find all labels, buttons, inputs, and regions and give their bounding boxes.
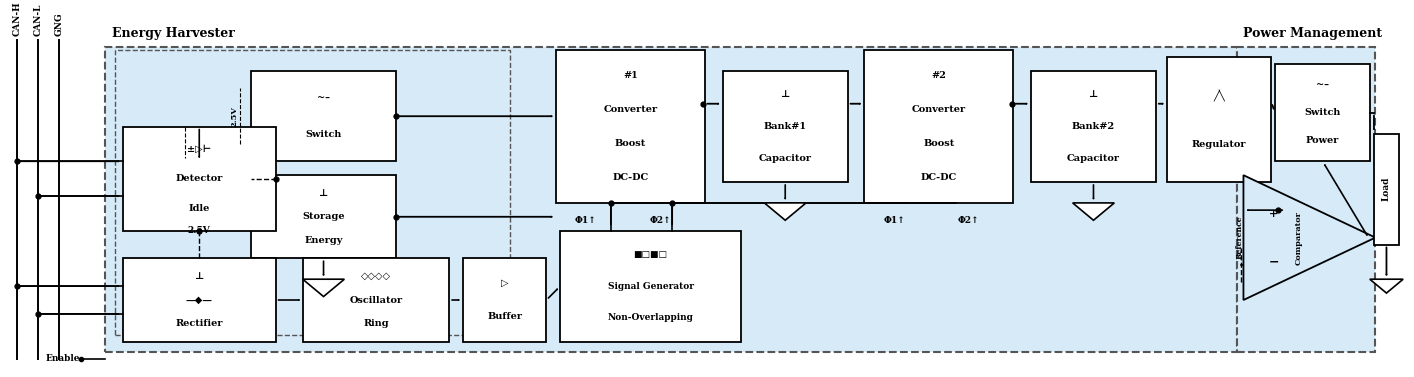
Text: +: +	[1270, 208, 1278, 219]
Text: Φ1↑: Φ1↑	[575, 216, 597, 225]
Text: #1: #1	[624, 71, 638, 80]
Bar	[115, 50, 510, 335]
Bar	[1275, 64, 1370, 161]
Text: ⊥: ⊥	[781, 90, 790, 100]
Bar	[556, 50, 704, 203]
Text: Comparator: Comparator	[1295, 211, 1302, 265]
Text: 2.5V: 2.5V	[188, 226, 211, 235]
Text: CAN-L: CAN-L	[34, 4, 42, 37]
Bar	[304, 258, 450, 342]
Bar	[123, 127, 276, 231]
Text: ~–: ~–	[1316, 81, 1329, 89]
Polygon shape	[1243, 175, 1376, 300]
Text: Storage: Storage	[303, 212, 345, 221]
Text: Enable: Enable	[45, 354, 79, 363]
Bar	[105, 47, 1236, 352]
Text: Signal Generator: Signal Generator	[608, 282, 693, 291]
Text: Ring: Ring	[363, 319, 389, 328]
Bar	[123, 258, 276, 342]
Bar	[1031, 71, 1157, 182]
Text: Switch: Switch	[305, 130, 342, 139]
Text: DC-DC: DC-DC	[921, 173, 957, 182]
Text: Energy Harvester: Energy Harvester	[112, 27, 235, 40]
Text: Φ2↑: Φ2↑	[649, 216, 670, 225]
Text: Φ1↑: Φ1↑	[884, 216, 905, 225]
Text: ⊥: ⊥	[318, 188, 328, 198]
Text: Capacitor: Capacitor	[759, 154, 812, 163]
Text: Rectifier: Rectifier	[175, 319, 223, 328]
Text: ⊥: ⊥	[195, 272, 204, 281]
Text: Bank#2: Bank#2	[1072, 122, 1116, 131]
Text: ±▷⊢: ±▷⊢	[187, 144, 211, 153]
Text: 2.5V: 2.5V	[230, 106, 238, 127]
Text: —◆—: —◆—	[185, 296, 212, 305]
Text: Converter: Converter	[912, 105, 966, 114]
Text: ~–: ~–	[317, 93, 329, 103]
Text: Power Management: Power Management	[1243, 27, 1383, 40]
Polygon shape	[1370, 279, 1403, 293]
Bar	[462, 258, 546, 342]
Text: Bank#1: Bank#1	[764, 122, 807, 131]
Text: ◇◇◇◇: ◇◇◇◇	[362, 272, 392, 281]
Bar	[1236, 47, 1376, 352]
Text: ╱╲: ╱╲	[1213, 89, 1225, 101]
Text: Non-Overlapping: Non-Overlapping	[608, 313, 693, 322]
Text: Detector: Detector	[175, 174, 223, 183]
Polygon shape	[303, 279, 345, 297]
Bar	[1374, 133, 1398, 245]
Text: Capacitor: Capacitor	[1068, 154, 1120, 163]
Text: Reference: Reference	[1236, 216, 1243, 259]
Text: Switch: Switch	[1304, 108, 1340, 117]
Bar	[1167, 57, 1271, 182]
Bar	[723, 71, 848, 182]
Text: Converter: Converter	[604, 105, 658, 114]
Text: ▷: ▷	[501, 279, 509, 288]
Text: Oscillator: Oscillator	[349, 296, 403, 305]
Text: Idle: Idle	[188, 204, 209, 213]
Text: DC-DC: DC-DC	[612, 173, 649, 182]
Text: GNG: GNG	[55, 13, 64, 37]
Bar	[250, 175, 396, 258]
Bar	[560, 231, 741, 342]
Text: −: −	[1268, 255, 1280, 268]
Polygon shape	[765, 203, 806, 220]
Text: CAN-H: CAN-H	[13, 2, 21, 37]
Bar	[250, 71, 396, 161]
Text: Load: Load	[1381, 177, 1391, 201]
Text: Regulator: Regulator	[1192, 140, 1246, 149]
Text: Buffer: Buffer	[488, 312, 522, 321]
Text: Boost: Boost	[923, 139, 954, 148]
Text: Boost: Boost	[615, 139, 646, 148]
Text: ⊥: ⊥	[1089, 90, 1099, 100]
Polygon shape	[1073, 203, 1114, 220]
Text: #2: #2	[932, 71, 946, 80]
Text: Energy: Energy	[304, 236, 342, 245]
Text: ■□■□: ■□■□	[633, 250, 667, 259]
Bar	[864, 50, 1012, 203]
Text: Power: Power	[1307, 136, 1339, 145]
Text: Φ2↑: Φ2↑	[957, 216, 978, 225]
